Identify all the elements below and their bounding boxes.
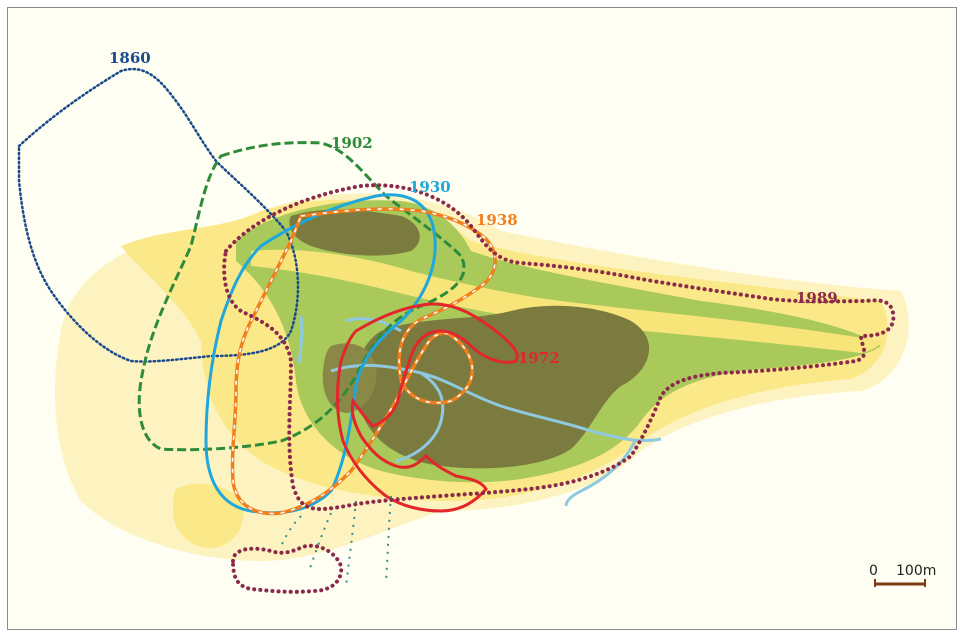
water-channel-south	[564, 438, 638, 507]
water-channel-branch	[395, 371, 445, 463]
water-channel-north	[345, 317, 402, 333]
label-1860: 1860	[109, 49, 151, 67]
label-1930: 1930	[409, 178, 451, 196]
boundary-1860	[17, 68, 300, 363]
boundary-1902	[137, 141, 466, 452]
label-1972: 1972	[518, 349, 560, 367]
vegetation-dark-north	[289, 209, 420, 256]
trace-south-2	[345, 500, 357, 587]
map-frame: 1860 1902 1930 1938 1972 1989 0 100m	[7, 7, 957, 630]
label-1989: 1989	[796, 289, 838, 307]
scale-bar: 0 100m	[869, 563, 936, 587]
water-channel-main	[330, 363, 662, 443]
boundary-1972	[336, 302, 519, 513]
label-1902: 1902	[331, 134, 373, 152]
scale-zero-label: 0	[869, 563, 878, 579]
island-map: 1860 1902 1930 1938 1972 1989 0 100m	[17, 49, 936, 594]
trace-south-1	[308, 512, 332, 572]
boundary-1989	[222, 183, 896, 594]
label-1938: 1938	[476, 211, 518, 229]
trace-south-3	[385, 495, 392, 582]
trace-south-4	[280, 515, 302, 547]
yellow-strip	[251, 249, 881, 353]
boundary-1930	[204, 193, 437, 515]
scale-distance-label: 100m	[896, 563, 936, 579]
boundary-1938	[230, 207, 497, 516]
water-channel-west	[297, 315, 304, 364]
